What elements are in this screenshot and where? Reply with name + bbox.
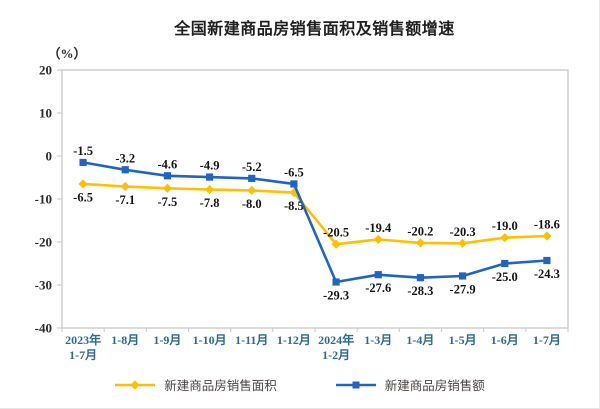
data-point-marker bbox=[458, 272, 467, 280]
x-tick-label: 1-12月 bbox=[277, 333, 311, 347]
data-label: -27.9 bbox=[450, 282, 476, 296]
y-tick-label: 10 bbox=[39, 106, 52, 121]
data-label: -19.0 bbox=[492, 219, 518, 233]
data-point-marker bbox=[289, 187, 299, 198]
legend-label: 新建商品房销售面积 bbox=[164, 379, 277, 393]
y-tick-label: 20 bbox=[39, 63, 52, 78]
data-label: -4.6 bbox=[158, 157, 178, 171]
data-point-marker bbox=[543, 256, 551, 265]
data-label: -19.4 bbox=[365, 221, 392, 235]
x-tick-label: 1-4月 bbox=[406, 333, 434, 347]
y-tick-label: -30 bbox=[35, 278, 52, 293]
data-point-marker bbox=[542, 231, 552, 241]
data-label: -5.2 bbox=[242, 160, 262, 174]
data-point-marker bbox=[331, 239, 341, 249]
data-point-marker bbox=[500, 233, 510, 243]
data-label: -20.5 bbox=[323, 226, 349, 240]
chart-legend: 新建商品房销售面积 新建商品房销售额 bbox=[0, 375, 599, 394]
x-tick-label: 1-10月 bbox=[193, 333, 227, 347]
data-point-marker bbox=[204, 184, 215, 195]
data-label: -4.9 bbox=[200, 159, 220, 173]
data-point-marker bbox=[79, 158, 87, 167]
x-tick-label: 1-5月 bbox=[449, 333, 477, 347]
data-point-marker bbox=[121, 166, 129, 174]
x-tick-label: 1-9月 bbox=[153, 333, 181, 347]
data-label: -7.1 bbox=[115, 193, 135, 207]
data-label: -7.8 bbox=[200, 196, 220, 210]
series-line-0 bbox=[83, 182, 547, 246]
data-point-marker bbox=[332, 278, 340, 286]
data-label: -24.3 bbox=[534, 267, 560, 281]
data-point-marker bbox=[163, 172, 172, 180]
plot-border bbox=[61, 69, 569, 329]
data-label: -20.3 bbox=[450, 225, 476, 239]
data-point-marker bbox=[248, 174, 256, 182]
data-label: -20.2 bbox=[407, 224, 433, 238]
data-label: -6.5 bbox=[73, 190, 93, 204]
x-tick-label: 1-2月 bbox=[322, 348, 350, 362]
data-label: -1.5 bbox=[73, 144, 93, 158]
data-label: -7.5 bbox=[158, 195, 178, 209]
data-label: -29.3 bbox=[323, 288, 349, 302]
legend-square-marker-icon bbox=[335, 381, 376, 388]
x-tick-label: 1-6月 bbox=[491, 333, 519, 347]
data-label: -8.5 bbox=[284, 199, 304, 213]
data-point-marker bbox=[162, 183, 173, 193]
data-label: -8.0 bbox=[242, 197, 262, 211]
x-tick-label: 1-3月 bbox=[364, 333, 392, 347]
y-axis-unit-label: （%） bbox=[47, 46, 86, 61]
legend-diamond-marker-icon bbox=[115, 379, 156, 390]
data-label: -6.5 bbox=[284, 165, 304, 179]
legend-item-0: 新建商品房销售面积 bbox=[114, 375, 277, 394]
x-tick-label: 1-11月 bbox=[235, 333, 268, 347]
data-point-marker bbox=[78, 179, 88, 189]
data-label: -27.6 bbox=[365, 281, 391, 295]
data-label: -25.0 bbox=[492, 270, 518, 284]
data-label: -3.2 bbox=[115, 151, 135, 165]
data-label: -18.6 bbox=[534, 217, 560, 231]
y-tick-label: -20 bbox=[35, 235, 52, 250]
data-point-marker bbox=[501, 259, 509, 268]
data-point-marker bbox=[373, 234, 383, 245]
data-point-marker bbox=[205, 173, 214, 181]
data-point-marker bbox=[247, 185, 257, 195]
x-tick-label: 1-7月 bbox=[533, 333, 561, 347]
series-line-1 bbox=[82, 161, 547, 284]
chart-title: 全国新建商品房销售面积及销售额增速 bbox=[174, 21, 455, 38]
legend-label: 新建商品房销售额 bbox=[384, 379, 485, 393]
data-point-marker bbox=[457, 238, 468, 248]
y-tick-label: 0 bbox=[46, 149, 53, 164]
x-tick-label: 1-7月 bbox=[69, 348, 97, 362]
y-tick-label: -40 bbox=[35, 321, 52, 336]
data-point-marker bbox=[374, 271, 382, 279]
data-point-marker bbox=[120, 181, 130, 192]
legend-item-1: 新建商品房销售额 bbox=[335, 375, 485, 394]
x-tick-label: 2023年 bbox=[65, 332, 101, 347]
data-point-marker bbox=[415, 238, 426, 248]
data-point-marker bbox=[290, 180, 298, 188]
data-label: -28.3 bbox=[407, 284, 433, 298]
data-point-marker bbox=[416, 274, 425, 282]
x-tick-label: 1-8月 bbox=[111, 333, 139, 347]
x-tick-label: 2024年 bbox=[318, 332, 354, 347]
y-tick-label: -10 bbox=[35, 192, 52, 207]
